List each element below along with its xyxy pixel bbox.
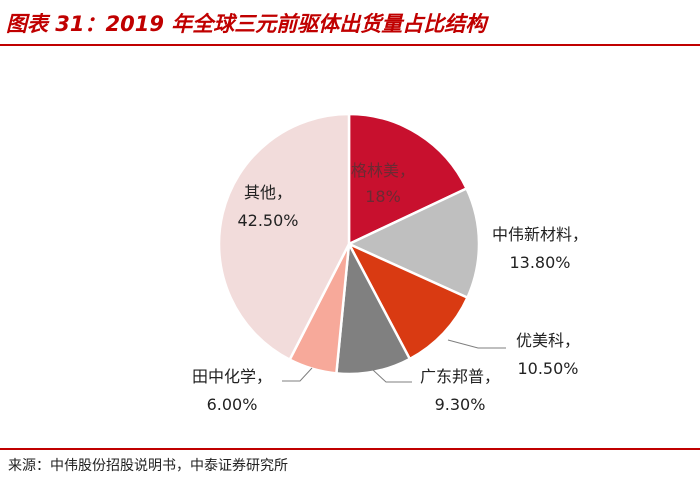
slice-label-name-6: 其他， — [244, 183, 292, 202]
slice-label-value-4: 9.30% — [435, 395, 486, 414]
source-note: 来源：中伟股份招股说明书，中泰证券研究所 — [8, 458, 288, 474]
leader-line-4 — [372, 369, 412, 383]
slice-label-value-6: 42.50% — [237, 211, 298, 230]
leader-line-3 — [447, 339, 506, 349]
footer-rule — [0, 448, 700, 450]
pie-slice-1 — [347, 112, 469, 246]
slice-label-name-5: 田中化学， — [192, 367, 272, 386]
label-leader-lines — [282, 339, 506, 383]
pie-slice-3 — [346, 241, 470, 361]
slice-label-name-2: 中伟新材料， — [492, 225, 588, 244]
pie-slices — [217, 112, 481, 376]
slice-labels: 格林美， 18% 中伟新材料， 13.80% 优美科， 10.50% 广东邦普， 9.30% 田… — [192, 161, 588, 414]
slice-label-value-3: 10.50% — [517, 359, 578, 378]
slice-label-value-5: 6.00% — [207, 395, 258, 414]
slice-label-name-1: 格林美， — [351, 161, 415, 180]
leader-line-5 — [282, 367, 313, 382]
slice-label-value-2: 13.80% — [509, 253, 570, 272]
slice-label-name-4: 广东邦普， — [420, 367, 500, 386]
pie-slice-2 — [346, 186, 481, 300]
slice-label-value-1: 18% — [365, 187, 401, 206]
pie-slice-6 — [217, 112, 351, 362]
chart-title: 图表 31：2019 年全球三元前驱体出货量占比结构 — [6, 12, 487, 36]
slice-label-name-3: 优美科， — [516, 331, 580, 350]
title-underline — [0, 44, 700, 46]
